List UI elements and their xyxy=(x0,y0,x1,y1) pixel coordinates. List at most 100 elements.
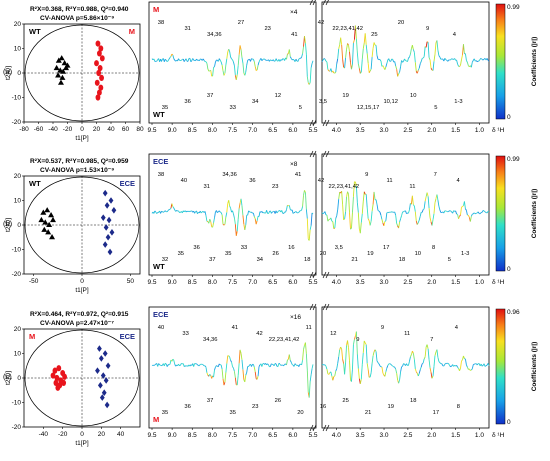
score-point xyxy=(46,221,53,227)
x-tick-label: 60 xyxy=(122,126,130,133)
spectrum-trace-segment xyxy=(342,204,345,220)
spectrum-trace-segment xyxy=(304,36,306,44)
group-label-m: M xyxy=(29,332,35,341)
spectrum-trace-segment xyxy=(197,212,199,215)
peak-annotation-up: 34,36 xyxy=(203,337,218,343)
spectrum-trace-segment xyxy=(182,363,185,367)
spectrum-trace-segment xyxy=(416,222,419,225)
spectrum-trace-segment xyxy=(342,59,345,68)
spectrum-trace-segment xyxy=(443,210,446,214)
spectrum-trace-segment xyxy=(290,361,293,365)
spectrum-trace-segment xyxy=(270,211,273,214)
spectrum-trace-segment xyxy=(206,372,209,376)
spectrum-trace-segment xyxy=(256,65,259,71)
spectrum-trace-segment xyxy=(166,364,169,367)
peak-annotation-down: 3,5 xyxy=(335,245,343,251)
axis-break xyxy=(325,0,329,6)
spectrum-trace-segment xyxy=(439,209,442,213)
spectrum-trace-segment xyxy=(175,60,177,62)
spectrum-trace-segment xyxy=(403,363,405,365)
spectrum-trace-segment xyxy=(324,211,327,216)
score-point xyxy=(101,389,107,396)
spectrum-trace-segment xyxy=(341,191,344,205)
stats-line-2: CV-ANOVA p=2.47×10⁻⁷ xyxy=(40,320,114,327)
stats-line-2: CV-ANOVA p=5.86×10⁻⁹ xyxy=(40,15,114,22)
spectrum-trace-segment xyxy=(294,363,297,366)
spectrum-trace-segment xyxy=(233,213,235,219)
spectrum-trace-segment xyxy=(232,59,234,63)
peak-annotation-down: 19 xyxy=(387,404,393,410)
spec-x-tick-label: 1.0 xyxy=(475,432,484,439)
spectrum-trace-segment xyxy=(373,191,376,200)
spectrum-trace-segment xyxy=(454,364,456,367)
spectrum-top-group: M xyxy=(153,5,159,14)
score-point xyxy=(102,350,108,357)
stats-line-1: R²X=0.368, R²Y=0.988, Q²=0.940 xyxy=(30,6,129,13)
spectrum-trace-segment xyxy=(414,368,417,372)
spectrum-trace-segment xyxy=(373,42,376,46)
spectrum-trace-segment xyxy=(398,379,401,384)
spectrum-trace-segment xyxy=(434,42,437,55)
spec-x-tick-label: 2.0 xyxy=(427,432,436,439)
spectrum-trace-segment xyxy=(214,366,216,371)
spectrum-trace-segment xyxy=(238,349,241,364)
panel-0: (a) R²X=0.368, R²Y=0.988, Q²=0.940 CV-ANOV… xyxy=(3,0,538,142)
spectrum-trace-segment xyxy=(167,58,170,62)
spectrum-trace-segment xyxy=(483,363,486,367)
spectrum-trace-segment xyxy=(398,71,401,75)
score-point xyxy=(96,69,102,77)
peak-annotation-up: 9 xyxy=(426,26,429,32)
spectrum-trace-segment xyxy=(437,357,440,362)
score-point xyxy=(97,50,102,57)
spectrum-trace-segment xyxy=(436,194,439,201)
spectrum-trace-segment xyxy=(255,69,258,72)
spectrum-trace-segment xyxy=(264,58,266,61)
spectrum-trace-segment xyxy=(310,368,313,375)
spec-x-tick-label: 1.5 xyxy=(451,127,460,134)
peak-annotation-down: 18 xyxy=(399,257,405,263)
spectrum-trace-segment xyxy=(293,211,296,214)
spectrum-trace-segment xyxy=(196,58,198,61)
colorbar-min: 0 xyxy=(507,114,511,121)
peak-annotation-up: 34,36 xyxy=(222,172,237,178)
spectrum-trace-segment xyxy=(237,54,240,66)
spectrum-trace-segment xyxy=(461,206,463,208)
spectrum-trace-segment xyxy=(205,367,208,373)
spectrum-trace-segment xyxy=(422,56,425,59)
spec-x-tick-label: 8.0 xyxy=(208,127,217,134)
spectrum-trace-segment xyxy=(323,58,326,60)
spectrum-trace-segment xyxy=(304,192,307,210)
spectrum-trace-segment xyxy=(169,207,172,210)
score-point xyxy=(97,345,102,352)
spectrum-trace-segment xyxy=(230,208,232,213)
peak-annotation-down: 21 xyxy=(365,410,371,416)
spectrum-trace-segment xyxy=(172,54,175,59)
spectrum-trace-segment xyxy=(214,61,216,67)
spec-x-tick-label: 5.5 xyxy=(308,432,317,439)
spectrum-trace-segment xyxy=(246,366,249,373)
spectrum-trace-segment xyxy=(330,68,333,73)
spectrum-trace-segment xyxy=(379,59,382,62)
spectrum-bottom-group: WT xyxy=(153,110,165,119)
spectrum-trace-segment xyxy=(289,56,292,59)
peak-annotation-down: 37 xyxy=(207,93,213,99)
peak-annotation-up: 9 xyxy=(356,337,359,343)
spectrum-trace-segment xyxy=(281,58,284,61)
spectrum-trace-segment xyxy=(417,219,420,223)
spectrum-frame-right xyxy=(321,153,490,276)
spectrum-trace-segment xyxy=(419,61,422,64)
spectrum-trace-segment xyxy=(441,211,444,213)
spectrum-trace-segment xyxy=(216,365,218,367)
spectrum-trace-segment xyxy=(217,211,219,214)
spec-x-tick-label: 7.5 xyxy=(228,279,237,286)
spec-x-tick-label: 1.0 xyxy=(475,279,484,286)
spectrum-trace-segment xyxy=(359,71,362,74)
spectrum-trace-segment xyxy=(404,58,406,61)
spectrum-trace-segment xyxy=(221,64,224,71)
spec-x-tick-label: 2.0 xyxy=(427,127,436,134)
spectrum-trace-segment xyxy=(376,360,379,363)
spectrum-trace-segment xyxy=(396,223,399,227)
spectrum-trace-segment xyxy=(248,364,250,367)
peak-annotation-down: 5 xyxy=(299,105,302,111)
score-point xyxy=(111,207,117,214)
